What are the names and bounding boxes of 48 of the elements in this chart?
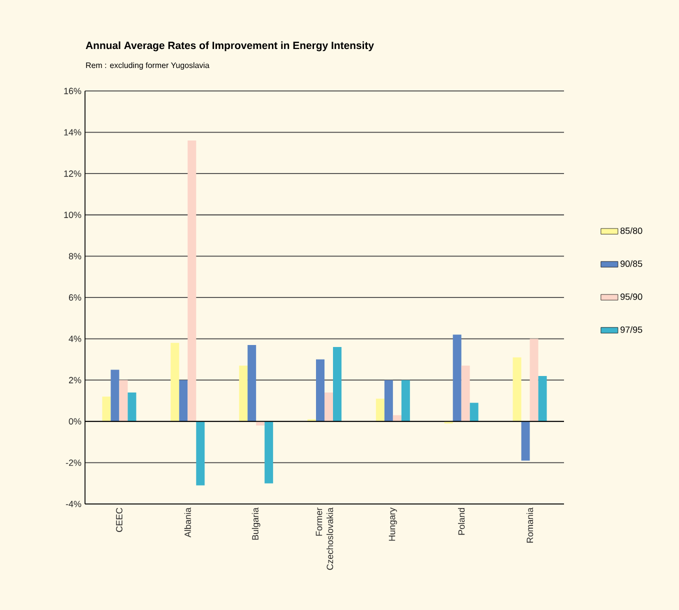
bar xyxy=(333,347,342,422)
x-tick-label: Former Czechoslovakia xyxy=(316,508,334,570)
bar xyxy=(102,396,111,422)
bar xyxy=(538,376,547,422)
x-tick-label: Bulgaria xyxy=(252,508,260,540)
bar xyxy=(264,421,274,484)
bar xyxy=(188,140,196,422)
y-tick-label: 12% xyxy=(64,170,82,177)
y-tick-label: 16% xyxy=(64,88,82,94)
y-tick-label: 2% xyxy=(68,376,82,384)
bar xyxy=(196,421,205,486)
bar xyxy=(461,366,470,422)
bar xyxy=(392,415,402,422)
bar xyxy=(452,334,462,422)
bar xyxy=(512,357,522,422)
y-tick-label: 10% xyxy=(64,212,82,218)
y-tick-label: 6% xyxy=(68,294,82,301)
y-tick-label: -2% xyxy=(66,460,82,466)
chart-title: Annual Average Rates of Improvement in Energy Intensity xyxy=(86,41,374,52)
bar xyxy=(521,421,530,461)
x-tick-label: Albania xyxy=(184,508,191,538)
bar xyxy=(324,392,334,422)
legend-label: 85/80 xyxy=(620,227,642,234)
bar xyxy=(470,402,478,422)
y-tick-label: 4% xyxy=(68,336,82,342)
y-tick-label: 8% xyxy=(68,253,82,260)
legend-label: 97/95 xyxy=(620,326,642,333)
y-tick-label: 0% xyxy=(68,418,82,425)
bar xyxy=(179,380,188,422)
y-tick-label: -4% xyxy=(66,500,82,508)
bar xyxy=(170,342,180,422)
legend-label: 95/90 xyxy=(620,293,642,300)
x-tick-label: Romania xyxy=(526,508,534,543)
bar xyxy=(376,398,384,422)
bar xyxy=(128,392,136,422)
bar xyxy=(384,380,393,422)
x-tick-label: CEEC xyxy=(116,508,122,532)
bar xyxy=(119,380,128,422)
x-tick-label: Hungary xyxy=(388,508,397,541)
bar xyxy=(530,338,538,422)
bar xyxy=(110,370,120,422)
bar xyxy=(316,359,325,422)
bar xyxy=(239,366,248,422)
y-tick-label: 14% xyxy=(64,129,82,136)
legend-label: 90/85 xyxy=(620,260,642,267)
bar xyxy=(248,344,256,422)
bar xyxy=(401,380,410,422)
x-tick-label: Poland xyxy=(458,508,465,535)
